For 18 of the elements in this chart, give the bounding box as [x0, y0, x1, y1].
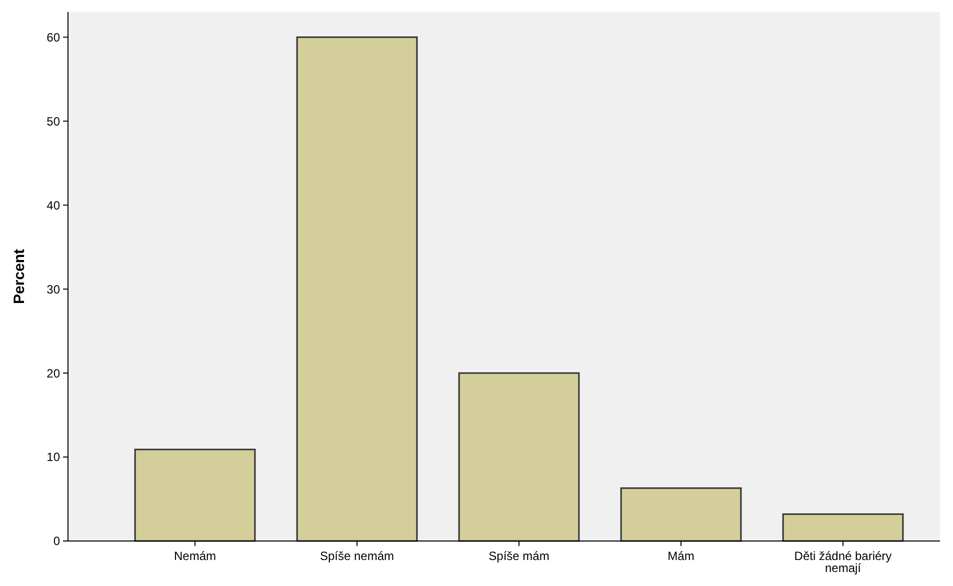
y-tick-label: 20 — [46, 366, 60, 380]
y-tick-label: 40 — [46, 198, 60, 212]
y-tick-label: 0 — [53, 534, 60, 548]
x-tick-label: Spíše mám — [488, 549, 550, 563]
bar — [782, 513, 904, 542]
bar — [134, 448, 256, 542]
y-tick-label: 50 — [46, 114, 60, 128]
x-tick-label: Děti žádné bariéry nemají — [794, 549, 892, 575]
bar — [620, 487, 742, 542]
x-tick-label: Nemám — [174, 549, 216, 563]
bar — [458, 372, 580, 542]
bar — [296, 36, 418, 542]
x-tick-label: Mám — [668, 549, 694, 563]
x-tick-label: Spíše nemám — [320, 549, 394, 563]
y-tick-label: 30 — [46, 282, 60, 296]
y-tick-label: 10 — [46, 450, 60, 464]
y-axis-title: Percent — [11, 248, 28, 304]
y-tick-label: 60 — [46, 30, 60, 44]
